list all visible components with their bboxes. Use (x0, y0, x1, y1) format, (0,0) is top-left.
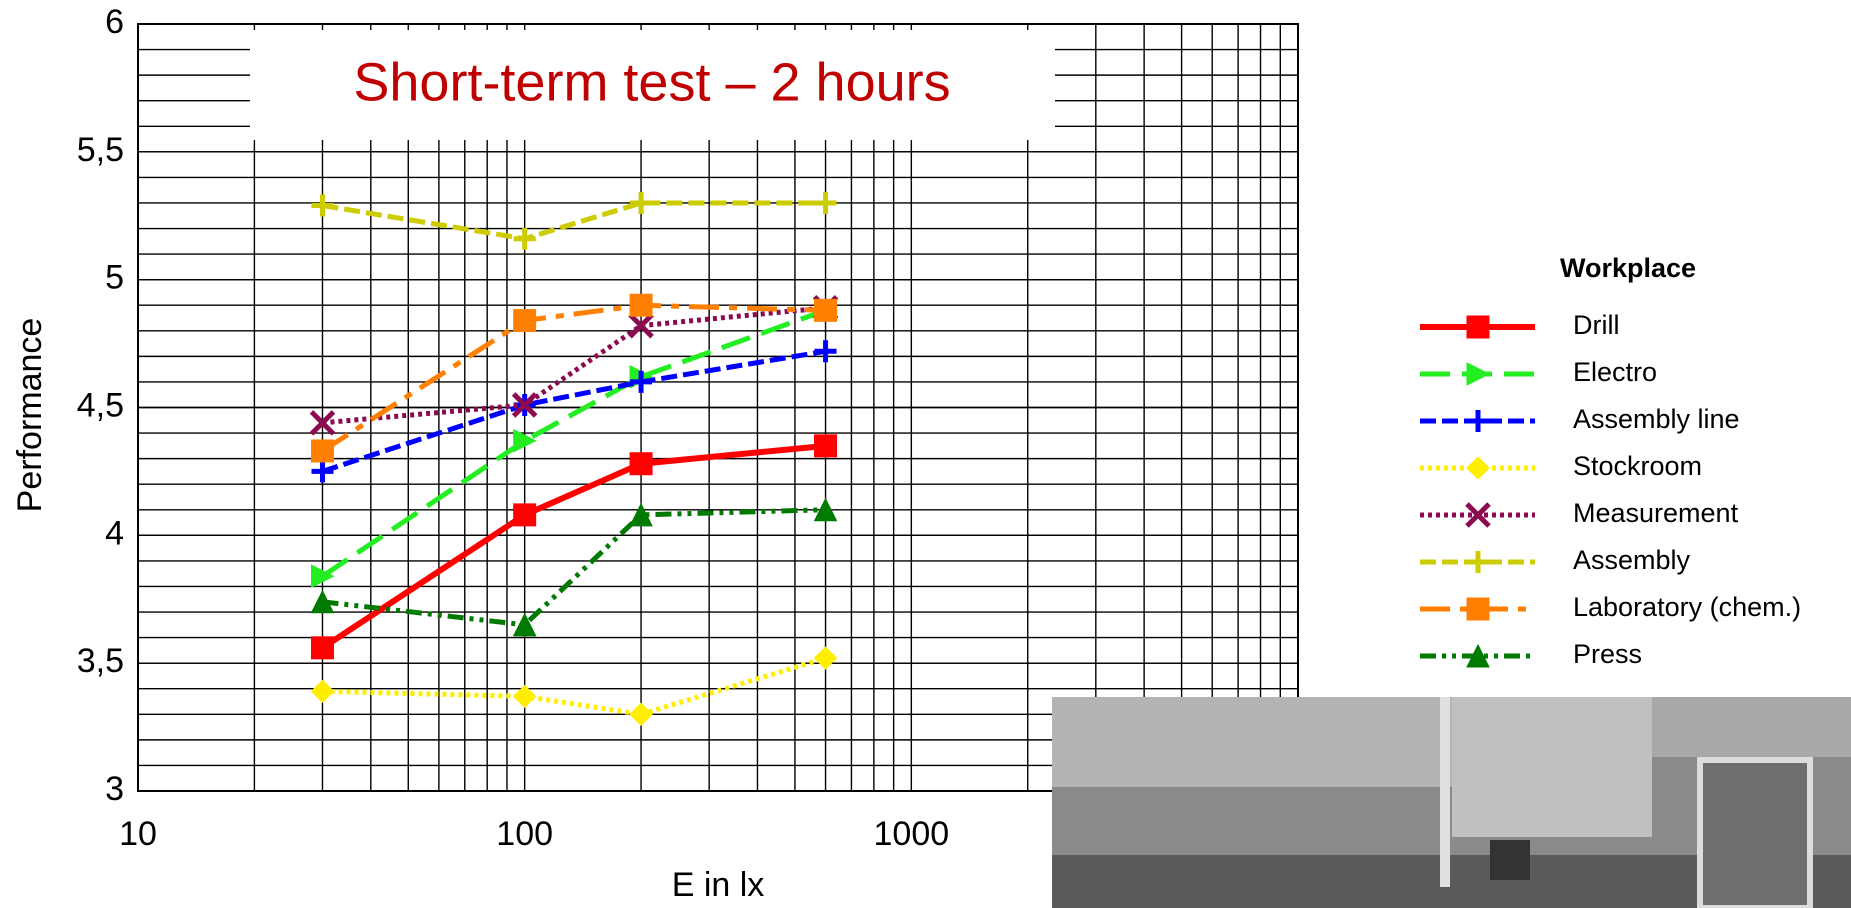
legend-marker (1465, 502, 1491, 528)
marker (310, 439, 334, 463)
photo (1052, 697, 1851, 908)
y-tick-label: 4,5 (77, 386, 124, 424)
y-tick-label: 5,5 (77, 131, 124, 169)
marker (513, 227, 536, 250)
y-tick-label: 3,5 (77, 642, 124, 680)
legend-label: Drill (1573, 310, 1620, 340)
photo-wall (1052, 697, 1452, 787)
marker (630, 191, 653, 214)
marker (814, 191, 837, 214)
series-line (321, 307, 827, 579)
marker (814, 434, 838, 458)
y-tick-label: 3 (105, 770, 124, 808)
marker (310, 636, 334, 660)
marker (310, 679, 335, 703)
marker (310, 589, 335, 614)
marker (311, 194, 334, 217)
series-line (321, 302, 826, 454)
marker (814, 298, 838, 322)
y-tick-label: 6 (105, 3, 124, 41)
y-tick-label: 4 (105, 514, 124, 552)
marker (309, 410, 336, 436)
legend-label: Assembly line (1573, 404, 1740, 434)
marker (813, 646, 838, 670)
marker (511, 392, 538, 418)
marker (513, 309, 537, 333)
legend-marker (1466, 362, 1491, 386)
series-line (322, 305, 826, 426)
marker (629, 452, 653, 476)
marker (310, 564, 335, 589)
marker (630, 370, 653, 393)
x-axis-label: E in lx (672, 866, 765, 904)
legend-label: Assembly (1573, 545, 1691, 575)
marker (311, 460, 334, 483)
marker (628, 312, 654, 339)
series-line (321, 348, 826, 474)
photo-pole (1440, 697, 1450, 887)
legend-title: Workplace (1560, 253, 1696, 283)
marker (512, 612, 537, 637)
legend-marker (1466, 315, 1490, 339)
x-tick-label: 100 (496, 815, 553, 853)
marker (513, 428, 537, 453)
series-line (322, 655, 827, 717)
legend-label: Press (1573, 639, 1642, 669)
legend-marker (1466, 643, 1490, 668)
legend-marker (1466, 597, 1490, 621)
legend-label: Stockroom (1573, 451, 1702, 481)
marker (629, 502, 653, 527)
photo-wall (1452, 697, 1652, 837)
legend-marker (1467, 410, 1489, 432)
chart-title: Short-term test – 2 hours (353, 52, 950, 112)
photo-wall (1652, 697, 1851, 757)
series-line (322, 200, 826, 242)
legend-marker (1467, 551, 1489, 573)
legend-label: Measurement (1573, 498, 1739, 528)
marker (629, 702, 653, 727)
marker (813, 497, 838, 522)
marker (814, 340, 837, 363)
legend-marker (1466, 456, 1490, 480)
legend-label: Electro (1573, 357, 1657, 387)
photo-shelf (1697, 757, 1813, 908)
x-tick-label: 1000 (874, 815, 950, 853)
marker (513, 503, 537, 527)
photo-object (1490, 840, 1530, 880)
marker (512, 684, 537, 709)
x-tick-label: 10 (119, 815, 157, 853)
marker (629, 293, 653, 317)
series-line (320, 442, 826, 651)
y-axis-label: Performance (11, 318, 49, 513)
legend-label: Laboratory (chem.) (1573, 592, 1801, 622)
series-line (322, 507, 826, 628)
y-tick-label: 5 (105, 259, 124, 297)
title-box (250, 30, 1055, 140)
